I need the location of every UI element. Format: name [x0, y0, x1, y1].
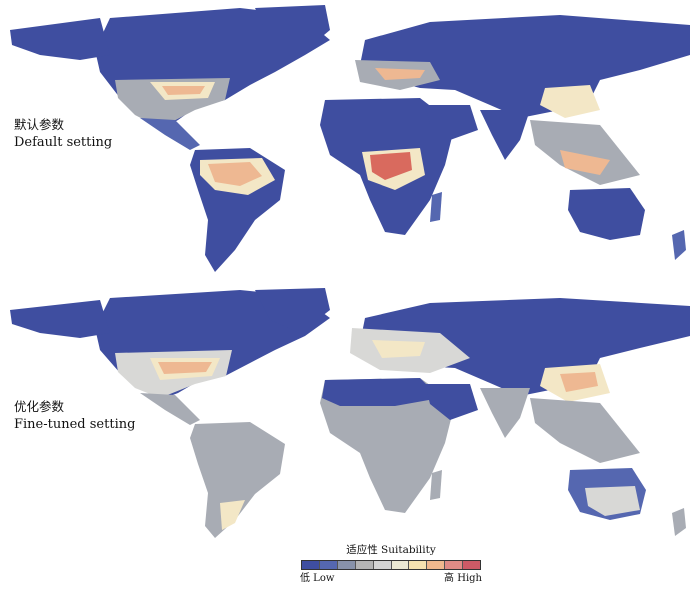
legend-swatch-10 — [463, 561, 481, 569]
world-map-default — [10, 5, 690, 272]
landmass-new-zealand — [672, 230, 686, 260]
landmass-alaska — [10, 300, 110, 338]
panel-label-default: 默认参数 Default setting — [14, 116, 112, 152]
region-central-africa-hot — [370, 152, 412, 180]
landmass-arabia — [425, 384, 478, 420]
region-china-hot — [560, 372, 598, 392]
landmass-greenland — [255, 5, 330, 55]
landmass-alaska — [10, 18, 110, 60]
landmass-madagascar — [430, 192, 442, 222]
legend-swatch-7 — [409, 561, 428, 569]
legend-swatch-9 — [445, 561, 464, 569]
region-usa-hot — [158, 362, 212, 374]
region-china-warm — [540, 85, 600, 118]
region-se-asia-hot — [560, 150, 610, 175]
map-panel-finetuned: 优化参数 Fine-tuned setting — [0, 288, 700, 540]
legend-swatch-4 — [355, 561, 374, 569]
region-europe-hot — [375, 68, 425, 80]
landmass-central-america — [140, 118, 200, 150]
landmass-eurasia — [360, 15, 690, 118]
map-panel-default: 默认参数 Default setting — [0, 0, 700, 290]
region-usa-hot — [162, 86, 205, 95]
legend-swatch-2 — [319, 561, 338, 569]
landmass-eurasia — [360, 298, 690, 396]
suitability-legend: 适应性 Suitability 低 Low 高 High — [298, 544, 484, 590]
landmass-south-america — [190, 422, 285, 538]
landmass-india — [480, 110, 530, 160]
landmass-india — [480, 388, 530, 438]
region-patagonia-light — [220, 500, 245, 530]
legend-high-label: 高 High — [444, 573, 482, 584]
landmass-greenland — [255, 288, 330, 333]
legend-swatch-5 — [373, 561, 392, 569]
region-sahara-low — [322, 378, 440, 406]
landmass-arabia — [425, 105, 478, 140]
landmass-central-america — [140, 393, 200, 425]
legend-color-bar — [301, 560, 481, 570]
landmass-australia — [568, 188, 645, 240]
legend-swatch-3 — [337, 561, 356, 569]
legend-swatch-1 — [302, 561, 320, 569]
panel-label-finetuned: 优化参数 Fine-tuned setting — [14, 398, 135, 434]
landmass-madagascar — [430, 470, 442, 500]
legend-low-label: 低 Low — [300, 573, 335, 584]
landmass-africa — [320, 378, 455, 513]
region-europe-warm — [372, 340, 425, 358]
landmass-new-zealand — [672, 508, 686, 536]
legend-title: 适应性 Suitability — [346, 544, 436, 556]
region-australia-mix — [585, 486, 640, 516]
label-zh: 优化参数 — [14, 399, 65, 414]
label-en: Default setting — [14, 135, 113, 150]
region-amazon-hot — [208, 162, 262, 186]
label-zh: 默认参数 — [14, 117, 65, 132]
legend-swatch-6 — [391, 561, 410, 569]
world-map-finetuned — [10, 288, 690, 538]
region-se-asia-mix — [530, 398, 640, 463]
legend-swatch-8 — [427, 561, 446, 569]
label-en: Fine-tuned setting — [14, 417, 136, 432]
region-se-asia-mix — [530, 120, 640, 185]
